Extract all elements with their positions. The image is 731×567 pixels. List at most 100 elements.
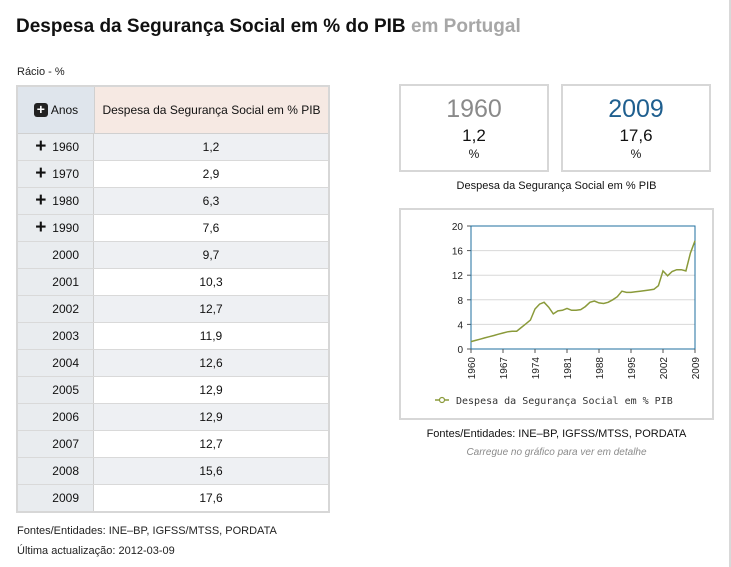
table-row: 2001 10,3 xyxy=(18,269,328,296)
table-row: 2008 15,6 xyxy=(18,458,328,485)
year-cell: 2008 xyxy=(18,458,94,484)
chart-hint: Carregue no gráfico para ver em detalhe xyxy=(466,447,647,458)
y-tick-label: 4 xyxy=(457,320,463,331)
value-cell: 10,3 xyxy=(199,275,223,289)
expand-row-icon[interactable]: + xyxy=(35,136,47,157)
table-row: 2005 12,9 xyxy=(18,377,328,404)
table-row: 2000 9,7 xyxy=(18,242,328,269)
year-label: 2007 xyxy=(52,437,79,451)
year-label: 2003 xyxy=(52,329,79,343)
table-row: 2009 17,6 xyxy=(18,485,328,511)
year-cell: 2009 xyxy=(18,485,94,511)
line-chart[interactable]: 0 4 8 12 16 20 1960 1967 1974 1981 1988 1995 2002 200… xyxy=(401,210,712,418)
table-row: +1980 6,3 xyxy=(18,188,328,215)
table-body: +1960 1,2 +1970 2,9 +1980 6,3 +1990 7,6 2000 9,7 2… xyxy=(18,134,328,511)
table-row: 2002 12,7 xyxy=(18,296,328,323)
x-tick-label: 1988 xyxy=(595,357,606,380)
table-row: 2003 11,9 xyxy=(18,323,328,350)
year-label: 2005 xyxy=(52,383,79,397)
table-row: 2006 12,9 xyxy=(18,404,328,431)
chart-sources: Fontes/Entidades: INE–BP, IGFSS/MTSS, PO… xyxy=(426,428,687,440)
end-value: 17,6 xyxy=(619,126,653,145)
value-cell: 15,6 xyxy=(94,458,328,484)
expand-row-icon[interactable]: + xyxy=(35,190,47,211)
table-row: +1960 1,2 xyxy=(18,134,328,161)
year-label: 1970 xyxy=(52,167,79,181)
footer-updated: Última actualização: 2012-03-09 xyxy=(17,545,175,557)
year-label: 2009 xyxy=(52,491,79,505)
expand-row-icon[interactable]: + xyxy=(35,163,47,184)
series-line[interactable] xyxy=(470,240,696,343)
table-header: + Anos Despesa da Segurança Social em % P… xyxy=(18,87,328,134)
year-label: 2002 xyxy=(52,302,79,316)
year-cell: 2005 xyxy=(18,377,94,403)
end-year: 2009 xyxy=(608,95,664,123)
year-cell: 2004 xyxy=(18,350,94,376)
year-label: 2008 xyxy=(52,464,79,478)
x-tick-label: 1995 xyxy=(627,357,638,380)
value-cell: 6,3 xyxy=(94,188,328,214)
y-tick-label: 20 xyxy=(452,222,464,233)
year-cell: 2007 xyxy=(18,431,94,457)
year-label: 2004 xyxy=(52,356,79,370)
y-tick-label: 16 xyxy=(452,247,464,258)
value-cell: 17,6 xyxy=(199,491,223,505)
x-tick-label: 1960 xyxy=(467,357,478,380)
year-cell[interactable]: +1970 xyxy=(18,161,94,187)
year-cell: 2001 xyxy=(18,269,94,295)
year-cell[interactable]: +1960 xyxy=(18,134,94,160)
year-label: 2000 xyxy=(52,248,79,262)
start-unit: % xyxy=(468,147,480,161)
end-unit: % xyxy=(630,147,642,161)
x-tick-label: 1974 xyxy=(531,357,542,380)
chart-container[interactable]: 0 4 8 12 16 20 1960 1967 1974 1981 1988 1995 2002 200… xyxy=(399,208,714,420)
start-year: 1960 xyxy=(446,95,502,123)
unit-label: Rácio - % xyxy=(17,66,65,78)
start-value: 1,2 xyxy=(462,126,486,145)
value-cell: 12,9 xyxy=(199,383,223,397)
x-tick-label: 1981 xyxy=(563,357,574,380)
year-column-header[interactable]: + Anos xyxy=(18,87,95,133)
table-row: +1970 2,9 xyxy=(18,161,328,188)
year-cell[interactable]: +1990 xyxy=(18,215,94,241)
year-cell: 2006 xyxy=(18,404,94,430)
value-column-header: Despesa da Segurança Social em % PIB xyxy=(95,87,328,133)
table-row: 2004 12,6 xyxy=(18,350,328,377)
value-cell: 7,6 xyxy=(202,221,220,235)
legend-label[interactable]: Despesa da Segurança Social em % PIB xyxy=(456,396,673,407)
page-title: Despesa da Segurança Social em % do PIB … xyxy=(16,16,521,37)
year-cell[interactable]: +1980 xyxy=(18,188,94,214)
end-year-card: 2009 17,6 % xyxy=(561,84,711,172)
value-cell: 11,9 xyxy=(199,329,223,343)
y-tick-label: 0 xyxy=(457,345,463,356)
year-label: 2006 xyxy=(52,410,79,424)
summary-caption: Despesa da Segurança Social em % PIB xyxy=(456,180,657,192)
year-label: 1980 xyxy=(52,194,79,208)
table-row: +1990 7,6 xyxy=(18,215,328,242)
value-cell: 12,7 xyxy=(94,296,328,322)
start-year-card: 1960 1,2 % xyxy=(399,84,549,172)
frame-edge xyxy=(729,0,731,567)
plot-area xyxy=(470,225,696,350)
x-tick-label: 2002 xyxy=(659,357,670,380)
year-label: 2001 xyxy=(52,275,79,289)
year-cell: 2003 xyxy=(18,323,94,349)
year-cell: 2000 xyxy=(18,242,94,268)
page-subtitle: em Portugal xyxy=(410,16,521,37)
value-cell: 12,7 xyxy=(199,437,223,451)
expand-row-icon[interactable]: + xyxy=(35,217,47,238)
x-tick-label: 2009 xyxy=(691,357,702,380)
year-label: 1960 xyxy=(52,140,79,154)
x-tick-label: 1967 xyxy=(499,357,510,380)
data-table: + Anos Despesa da Segurança Social em % P… xyxy=(16,85,330,513)
expand-all-icon[interactable]: + xyxy=(33,102,48,117)
value-cell: 1,2 xyxy=(94,134,328,160)
legend-marker-icon xyxy=(438,396,446,404)
y-tick-label: 12 xyxy=(452,271,464,282)
table-row: 2007 12,7 xyxy=(18,431,328,458)
value-cell: 12,6 xyxy=(94,350,328,376)
value-cell: 9,7 xyxy=(94,242,328,268)
year-label: 1990 xyxy=(52,221,79,235)
footer-sources: Fontes/Entidades: INE–BP, IGFSS/MTSS, PO… xyxy=(17,525,277,537)
value-cell: 2,9 xyxy=(202,167,220,181)
